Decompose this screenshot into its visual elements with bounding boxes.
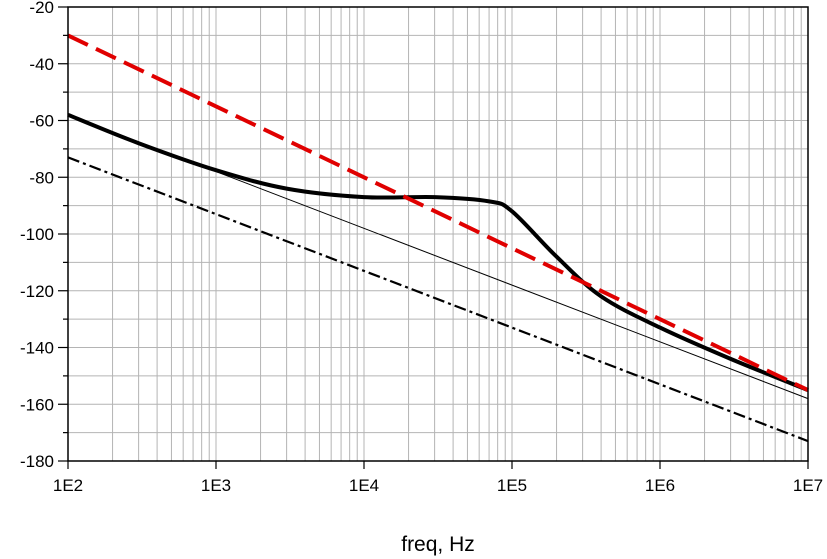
series-line-4	[67, 156, 809, 443]
axis-ticks	[58, 6, 809, 469]
x-tick-label: 1E2	[53, 476, 83, 495]
series-line-1	[67, 112, 809, 392]
y-tick-label: -40	[29, 55, 54, 74]
y-tick-label: -180	[20, 452, 54, 471]
y-tick-label: -20	[29, 0, 54, 17]
series-layer	[67, 33, 809, 443]
y-tick-labels: -20 -40 -60 -80 -100 -120 -140 -160 -180	[20, 0, 54, 471]
y-tick-label: -140	[20, 339, 54, 358]
y-tick-label: -120	[20, 282, 54, 301]
y-tick-label: -100	[20, 225, 54, 244]
x-axis-title: freq, Hz	[401, 533, 475, 556]
grid	[67, 6, 809, 462]
y-tick-label: -60	[29, 112, 54, 131]
y-tick-label: -160	[20, 395, 54, 414]
x-tick-label: 1E3	[201, 476, 231, 495]
x-tick-label: 1E7	[793, 476, 823, 495]
y-tick-label: -80	[29, 168, 54, 187]
x-tick-label: 1E4	[349, 476, 379, 495]
series-line-2	[67, 114, 809, 400]
x-tick-label: 1E5	[497, 476, 527, 495]
series-line-3	[67, 33, 809, 392]
x-tick-label: 1E6	[645, 476, 675, 495]
x-tick-labels: 1E2 1E3 1E4 1E5 1E6 1E7	[53, 476, 823, 495]
